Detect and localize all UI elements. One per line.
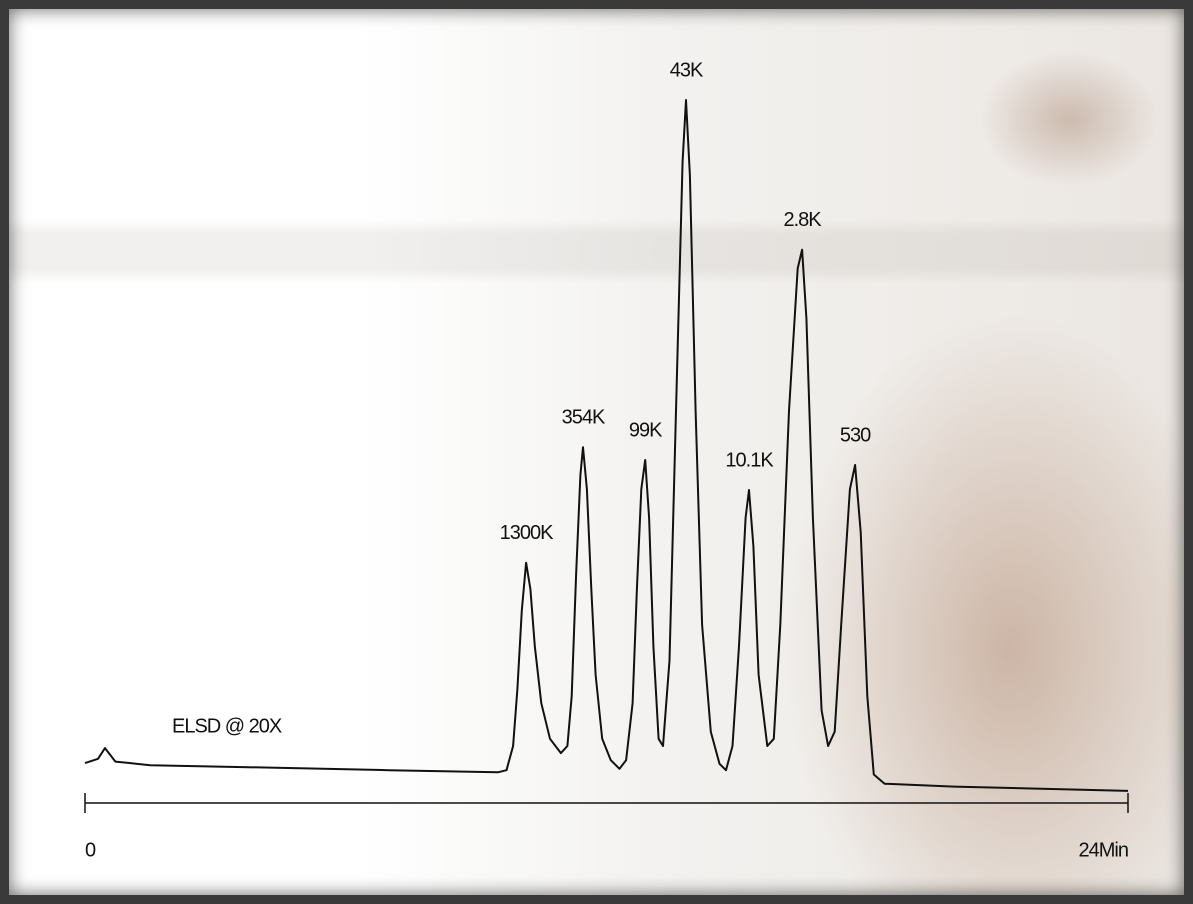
- peak-label: 99K: [629, 419, 663, 441]
- x-tick-label: 0: [85, 839, 96, 861]
- peak-label: 43K: [670, 59, 704, 81]
- peak-label: 2.8K: [783, 209, 822, 231]
- peak-label: 530: [840, 424, 871, 446]
- x-tick-label: 24Min: [1079, 839, 1128, 861]
- series-label: ELSD @ 20X: [172, 715, 282, 737]
- peak-label: 354K: [562, 406, 606, 428]
- peak-label: 1300K: [500, 522, 554, 544]
- peak-label: 10.1K: [725, 449, 774, 471]
- trace: [84, 99, 1129, 792]
